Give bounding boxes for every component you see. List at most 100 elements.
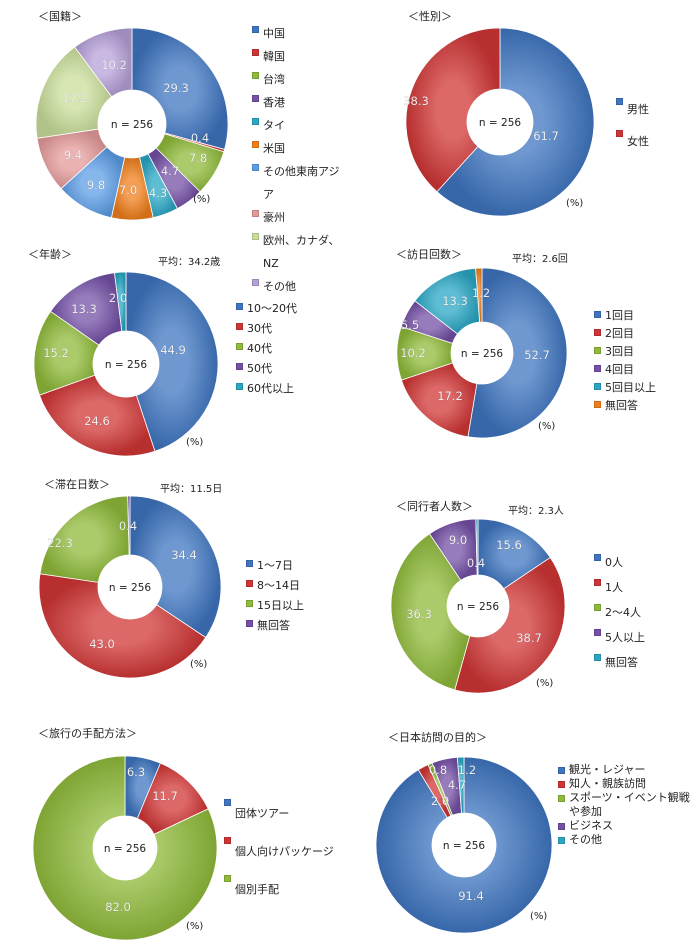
legend-label: その他 [263,280,296,293]
legend-label: 60代以上 [247,382,294,395]
legend-item: 2～4人 [594,600,645,625]
legend-item: 無回答 [246,616,304,636]
legend-swatch [558,795,565,802]
average-label: 平均：2.6回 [512,254,568,265]
legend-swatch [558,837,565,844]
legend-item: 女性 [616,126,649,158]
legend-swatch [252,49,259,56]
legend-item: 5回目以上 [594,379,656,397]
donut-chart: n = 256 61.7 38.3 [403,27,595,217]
legend-item: ビジネス [558,819,690,833]
chart-title: ＜年齢＞ [28,248,72,261]
legend-swatch [616,130,623,137]
legend-item: 5人以上 [594,625,645,650]
center-label: n = 256 [109,582,151,594]
chart-age: ＜年齢＞ 平均：34.2歳 n = 256 44.9 24.6 15.2 13.3 2.0… [0,235,348,470]
unit-label: (%) [186,921,204,932]
legend-swatch [594,554,601,561]
legend-label: 1～7日 [257,559,293,572]
legend-label: その他 [569,833,602,846]
legend-item: 30代 [236,319,297,339]
unit-label: (%) [536,678,554,689]
legend-swatch [236,323,243,330]
legend-item: 中国 [252,22,348,45]
legend-label: 無回答 [605,399,638,412]
chart-legend: 中国 韓国 台湾 香港 タイ 米国 その他東南アジア 豪州 欧州、カナダ、NZ その他 [252,22,348,298]
legend-swatch [224,875,231,882]
data-label: 4.7 [161,164,179,178]
data-label: 4.7 [448,778,466,792]
data-label: 52.7 [524,348,550,362]
legend-item: 台湾 [252,68,348,91]
chart-legend: 観光・レジャー 知人・親族訪問 スポーツ・イベント観戦 や参加 ビジネス その他 [558,763,690,847]
legend-swatch [252,233,259,240]
legend-label: 10～20代 [247,302,297,315]
legend-item: 団体ツアー [224,795,334,833]
data-label: 10.2 [101,58,127,72]
chart-title: ＜同行者人数＞ [396,500,473,513]
legend-label: 韓国 [263,50,285,63]
data-label: 15.2 [43,346,69,360]
donut-hole [432,813,496,877]
legend-item: その他東南アジア [252,160,348,206]
legend-label: 3回目 [605,345,634,358]
legend-item: 個人向けパッケージ [224,833,334,871]
unit-label: (%) [566,198,584,209]
legend-swatch [594,629,601,636]
legend-item: 8～14日 [246,576,304,596]
data-label: 44.9 [160,343,186,357]
legend-item: 1～7日 [246,556,304,576]
legend-swatch [558,781,565,788]
center-label: n = 256 [104,843,146,855]
data-label: 2.0 [431,794,449,808]
data-label: 24.6 [84,414,110,428]
legend-label: 個人向けパッケージ [235,845,334,858]
donut-hole [447,575,509,637]
legend-label: ビジネス [569,819,613,832]
chart-title: ＜国籍＞ [38,10,82,23]
legend-item: 3回目 [594,343,656,361]
donut-hole [467,89,533,155]
legend-item: その他 [252,275,348,298]
data-label: 0.4 [191,131,209,145]
legend-label: 5人以上 [605,631,645,644]
chart-title: ＜旅行の手配方法＞ [38,727,137,740]
legend-label: 米国 [263,142,285,155]
donut-hole [98,90,166,158]
chart-nationality: ＜国籍＞ n = 256 29.3 0.4 7.8 4.7 4.3 7.0 9.8 9.4 17.… [0,0,348,293]
center-label: n = 256 [457,601,499,613]
data-label: 91.4 [458,889,484,903]
legend-swatch [252,141,259,148]
legend-label: 4回目 [605,363,634,376]
data-label: 82.0 [105,900,131,914]
legend-swatch [252,72,259,79]
chart-purpose: ＜日本訪問の目的＞ n = 256 91.4 2.0 0.8 4.7 1.2 (%) 観光… [348,705,696,940]
legend-item: 2回目 [594,325,656,343]
donut-chart: n = 256 52.7 17.2 10.2 5.5 13.3 1.2 [396,267,568,439]
unit-label: (%) [193,194,211,205]
legend-swatch [236,383,243,390]
center-label: n = 256 [443,840,485,852]
donut-hole [93,816,157,880]
data-label: 1.2 [458,763,476,777]
legend-swatch [252,118,259,125]
donut-chart: n = 256 44.9 24.6 15.2 13.3 2.0 [33,271,219,457]
chart-arrangement: ＜旅行の手配方法＞ n = 256 6.3 11.7 82.0 (%) 団体ツアー 個人… [0,705,348,940]
data-label: 0.4 [119,519,137,533]
unit-label: (%) [190,659,208,670]
legend-item: 50代 [236,359,297,379]
legend-label: 8～14日 [257,579,300,592]
legend-swatch [594,347,601,354]
legend-swatch [558,767,565,774]
legend-label: 香港 [263,96,285,109]
legend-swatch [236,303,243,310]
legend-item: 男性 [616,94,649,126]
legend-label: 15日以上 [257,599,304,612]
legend-swatch [594,579,601,586]
legend-item: 知人・親族訪問 [558,777,690,791]
unit-label: (%) [530,911,548,922]
chart-title: ＜滞在日数＞ [44,478,110,491]
data-label: 5.5 [401,318,419,332]
chart-legend: 1回目 2回目 3回目 4回目 5回目以上 無回答 [594,307,656,415]
donut-chart: n = 256 29.3 0.4 7.8 4.7 4.3 7.0 9.8 9.4 17.2 10.2 [35,27,229,221]
